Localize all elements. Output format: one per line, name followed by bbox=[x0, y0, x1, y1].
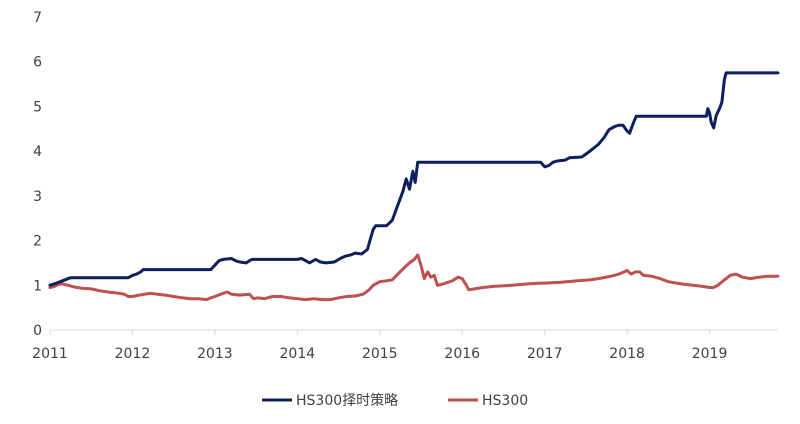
y-tick-label-5: 5 bbox=[33, 99, 42, 115]
legend: HS300择时策略 HS300 bbox=[262, 392, 528, 409]
y-tick-label-4: 4 bbox=[33, 144, 42, 160]
y-axis-labels: 0 1 2 3 4 5 6 7 bbox=[33, 10, 42, 339]
series-layer bbox=[48, 71, 780, 302]
x-tick-label-2015: 2015 bbox=[362, 346, 398, 362]
y-tick-label-0: 0 bbox=[33, 323, 42, 339]
x-tick-label-2014: 2014 bbox=[280, 346, 316, 362]
y-tick-label-3: 3 bbox=[33, 189, 42, 205]
x-tick-label-2011: 2011 bbox=[32, 346, 68, 362]
y-tick-label-6: 6 bbox=[33, 55, 42, 71]
series-line-hs300 bbox=[48, 253, 780, 302]
y-tick-label-7: 7 bbox=[33, 10, 42, 26]
x-tick-label-2019: 2019 bbox=[692, 346, 728, 362]
legend-label-hs300-timing-strategy: HS300择时策略 bbox=[296, 392, 398, 409]
legend-label-hs300: HS300 bbox=[482, 393, 528, 409]
x-tick-label-2013: 2013 bbox=[197, 346, 233, 362]
y-tick-label-1: 1 bbox=[33, 278, 42, 294]
x-tick-label-2018: 2018 bbox=[609, 346, 645, 362]
x-tick-label-2017: 2017 bbox=[527, 346, 563, 362]
series-line-hs300-timing-strategy bbox=[48, 71, 780, 287]
x-tick-label-2016: 2016 bbox=[444, 346, 480, 362]
x-axis: 2011 2012 2013 2014 2015 2016 2017 2018 2019 bbox=[32, 329, 778, 362]
x-tick-label-2012: 2012 bbox=[115, 346, 151, 362]
y-tick-label-2: 2 bbox=[33, 234, 42, 250]
